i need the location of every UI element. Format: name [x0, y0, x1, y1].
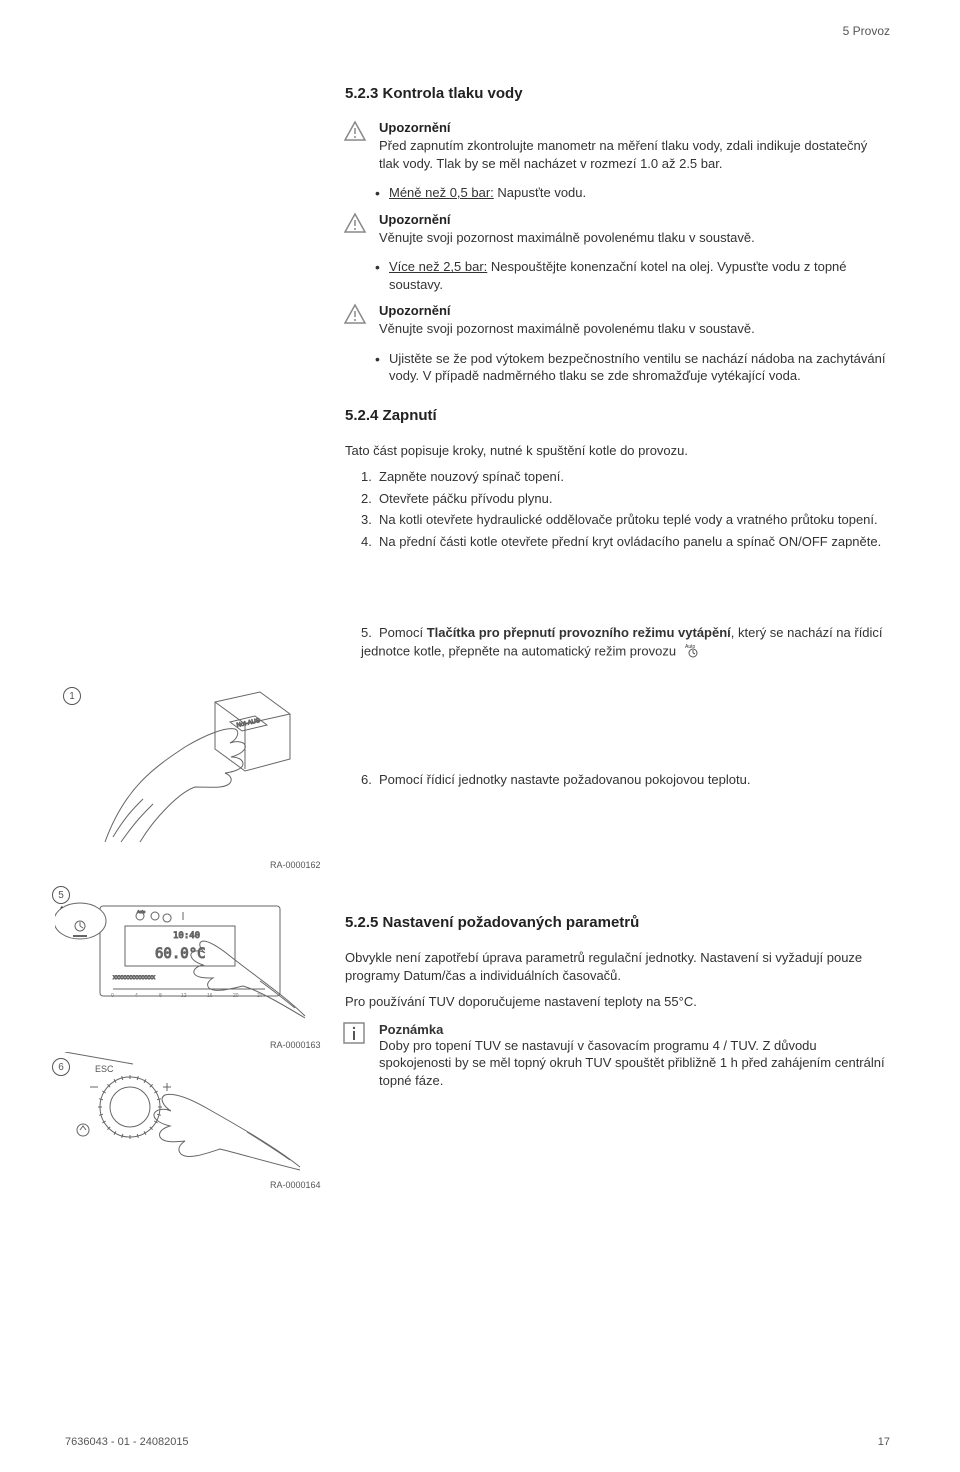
warning-text: Věnujte svoji pozornost maximálně povole…: [379, 229, 890, 247]
footer-docid: 7636043 - 01 - 24082015: [65, 1436, 189, 1448]
auto-mode-icon: Auto: [682, 646, 704, 661]
note-title: Poznámka: [379, 1022, 890, 1037]
svg-text:10:40: 10:40: [173, 931, 200, 941]
svg-text:4: 4: [135, 993, 138, 999]
header-breadcrumb: 5 Provoz: [843, 24, 890, 38]
warning-2: Upozornění Věnujte svoji pozornost maxim…: [375, 212, 890, 247]
intro-524: Tato část popisuje kroky, nutné k spuště…: [345, 442, 890, 460]
step-6: 6.Pomocí řídicí jednotky nastavte požado…: [361, 771, 890, 789]
step-item: Na přední části kotle otevřete přední kr…: [361, 533, 890, 551]
svg-text:60.0°C: 60.0°C: [155, 946, 206, 962]
warning-title: Upozornění: [379, 303, 890, 318]
warning-icon: [343, 212, 367, 234]
step-item: Na kotli otevřete hydraulické oddělovače…: [361, 511, 890, 529]
svg-text:ESC: ESC: [95, 1064, 114, 1074]
warning-1: Upozornění Před zapnutím zkontrolujte ma…: [375, 120, 890, 172]
para-525-1: Obvykle není zapotřebí úprava parametrů …: [345, 949, 890, 985]
figure-rotary-dial: ESC: [65, 1052, 305, 1175]
note-text: Doby pro topení TUV se nastavují v časov…: [379, 1037, 890, 1090]
figure-emergency-switch: Not-AUS: [85, 687, 315, 850]
step-ref-1: 1: [63, 687, 81, 705]
warning-icon: [343, 303, 367, 325]
steps-list: Zapněte nouzový spínač topení. Otevřete p…: [361, 468, 890, 550]
bullet-safety-valve: Ujistěte se že pod výtokem bezpečnostníh…: [375, 350, 890, 385]
svg-text:xxxxxxxxxxxxxx: xxxxxxxxxxxxxx: [113, 975, 155, 981]
step-item: Otevřete páčku přívodu plynu.: [361, 490, 890, 508]
info-icon: [343, 1022, 365, 1047]
figure-ref-1: RA-0000162: [270, 860, 321, 870]
note-box: Poznámka Doby pro topení TUV se nastavuj…: [375, 1022, 890, 1090]
figure-control-panel: Auto 10:40 60.0°C xxxxxxxxxxxxxx 0 4 8 12 1…: [55, 886, 315, 1029]
step-5: 5.Pomocí Tlačítka pro přepnutí provozníh…: [361, 624, 890, 662]
warning-3: Upozornění Věnujte svoji pozornost maxim…: [375, 303, 890, 338]
warning-text: Věnujte svoji pozornost maximálně povole…: [379, 320, 890, 338]
figure-ref-2: RA-0000163: [270, 1040, 321, 1050]
bullet-high-pressure: Více než 2,5 bar: Nespouštějte konenzačn…: [375, 258, 890, 293]
para-525-2: Pro používání TUV doporučujeme nastavení…: [345, 993, 890, 1011]
figure-ref-3: RA-0000164: [270, 1180, 321, 1190]
bullet-low-pressure: Méně než 0,5 bar: Napusťte vodu.: [375, 184, 890, 202]
warning-icon: [343, 120, 367, 142]
step-item: Zapněte nouzový spínač topení.: [361, 468, 890, 486]
svg-text:20: 20: [233, 993, 239, 999]
svg-text:0: 0: [111, 993, 114, 999]
svg-text:Auto: Auto: [137, 909, 146, 914]
svg-text:16: 16: [207, 993, 213, 999]
footer-page: 17: [878, 1436, 890, 1448]
svg-text:8: 8: [159, 993, 162, 999]
warning-title: Upozornění: [379, 212, 890, 227]
heading-523: 5.2.3 Kontrola tlaku vody: [345, 85, 890, 102]
heading-524: 5.2.4 Zapnutí: [345, 407, 890, 424]
svg-text:12: 12: [181, 993, 187, 999]
warning-text: Před zapnutím zkontrolujte manometr na m…: [379, 137, 890, 172]
heading-525: 5.2.5 Nastavení požadovaných parametrů: [345, 914, 890, 931]
warning-title: Upozornění: [379, 120, 890, 135]
